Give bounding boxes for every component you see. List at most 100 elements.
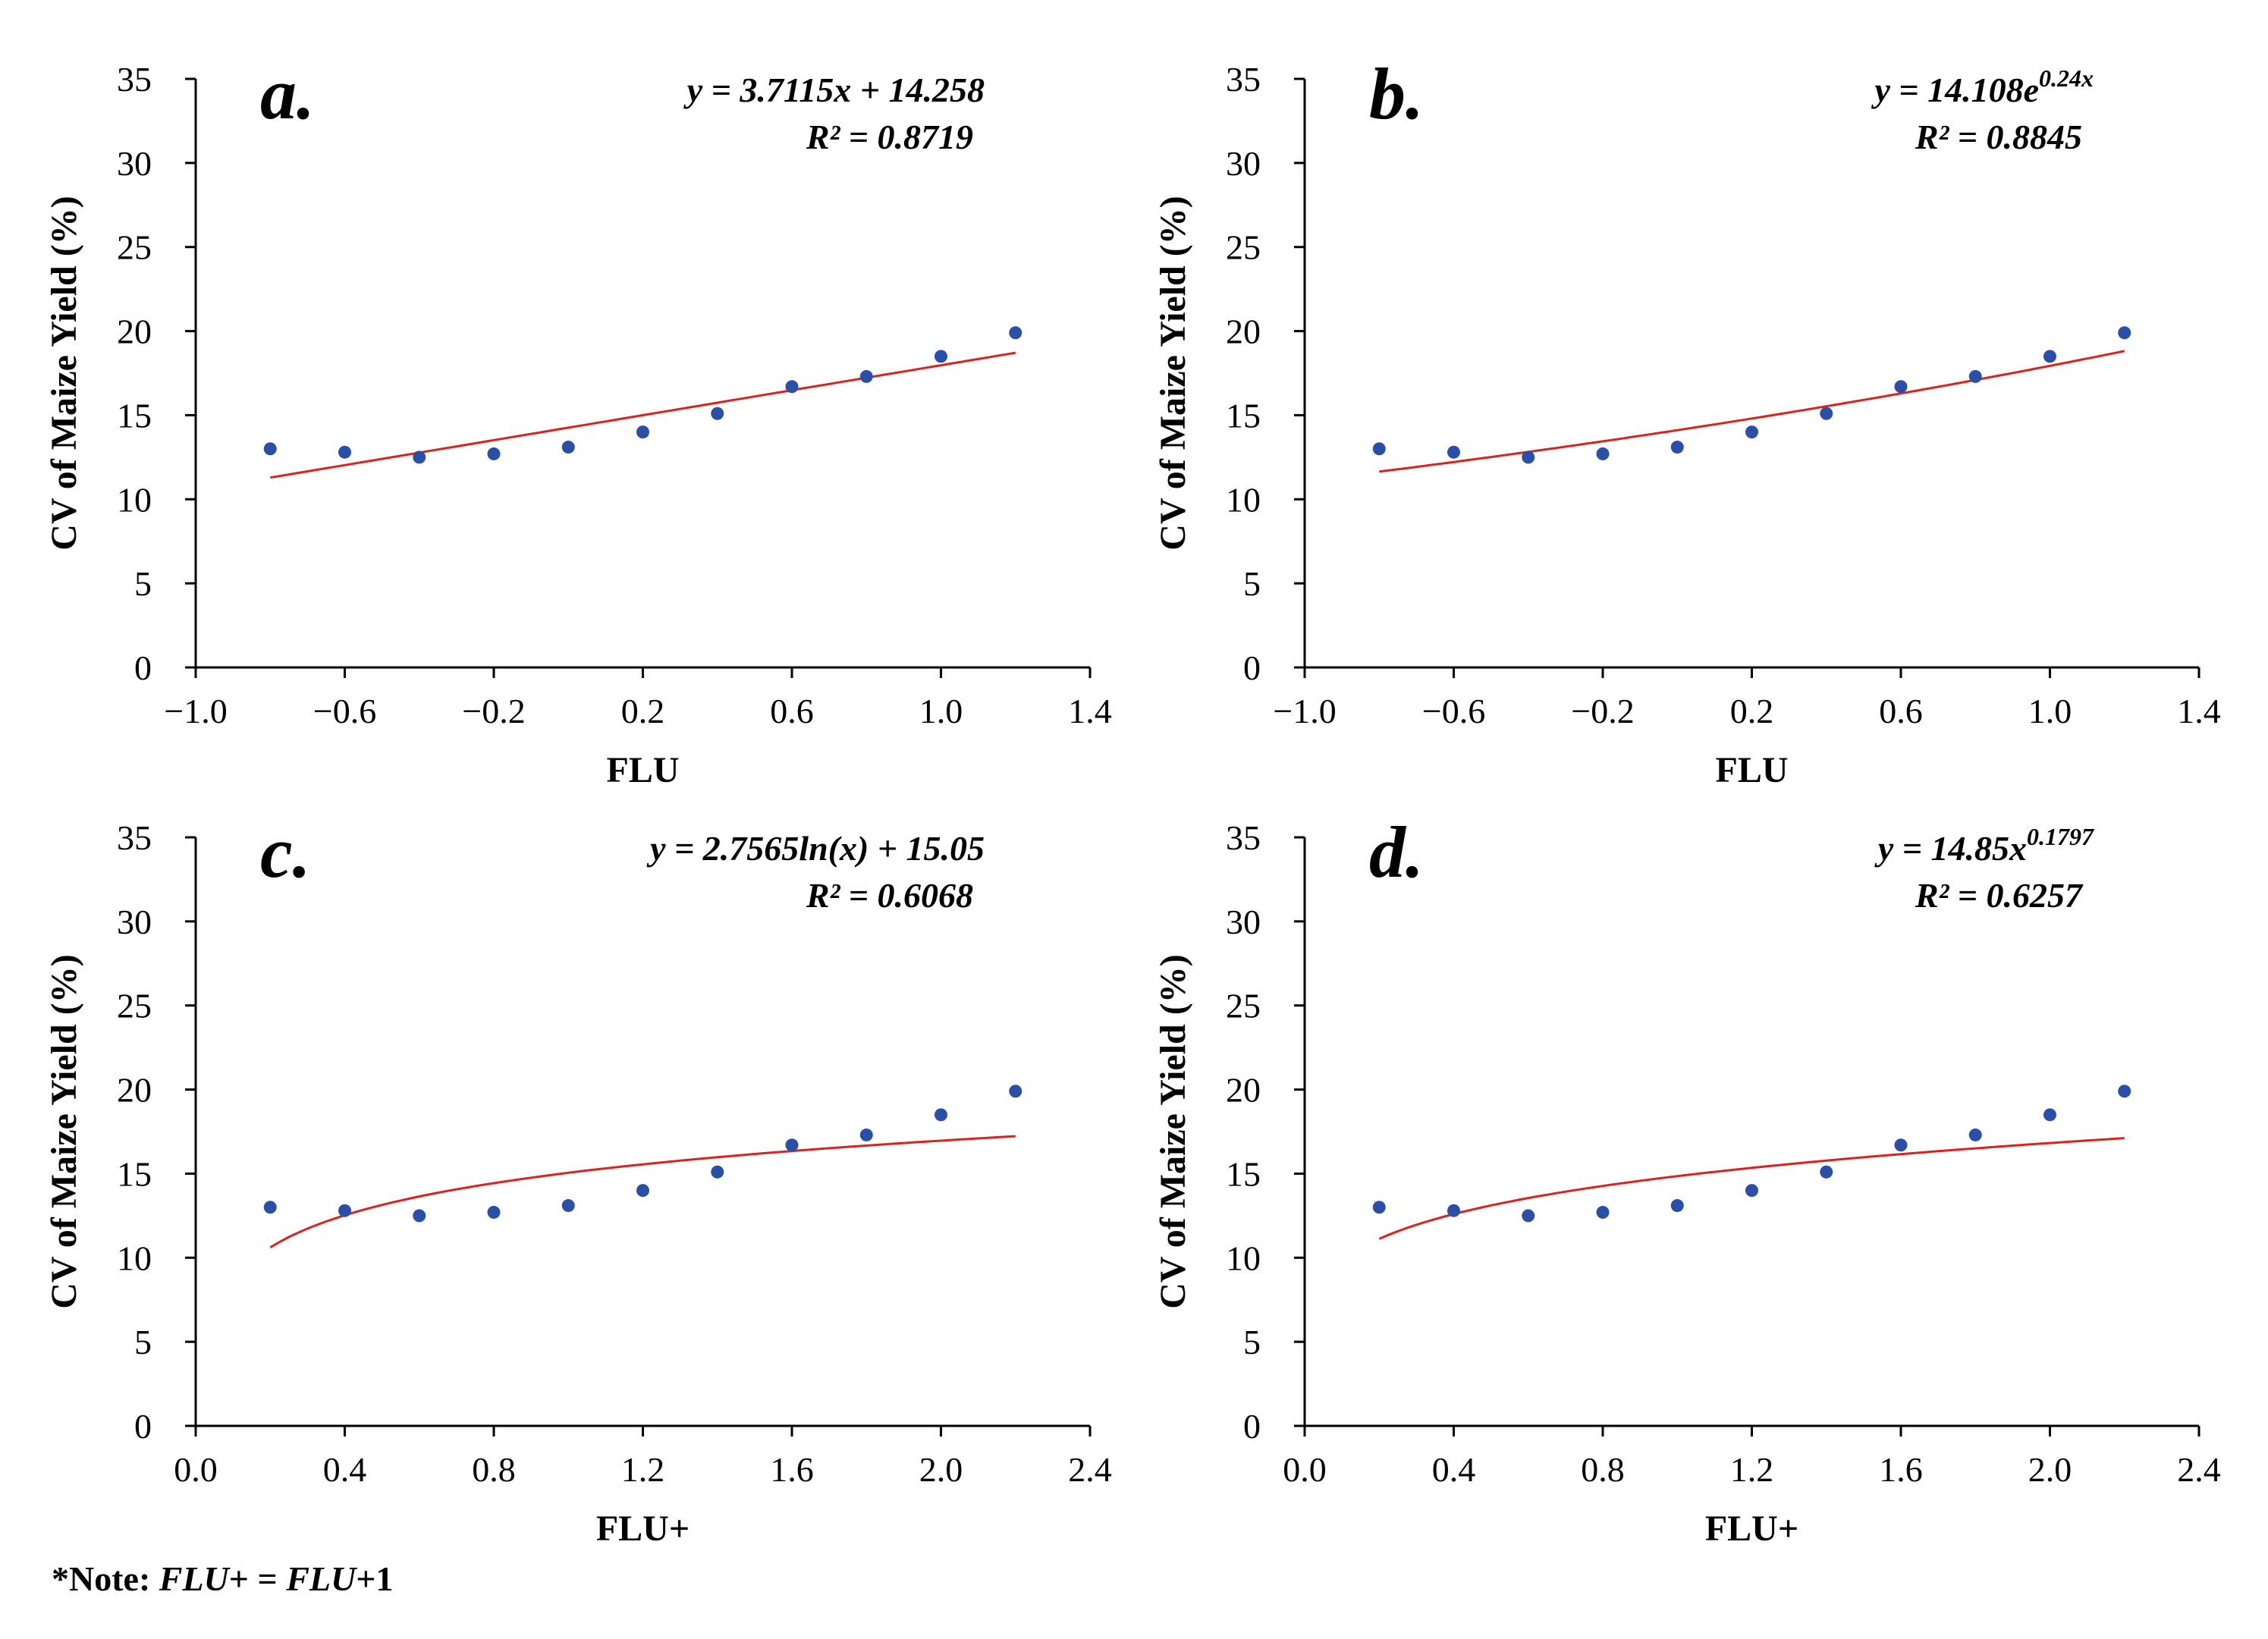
data-point — [1820, 407, 1833, 420]
data-point — [1894, 1138, 1908, 1152]
data-point — [1009, 1085, 1022, 1098]
fit-equation-text: y = 14.108e — [1871, 71, 2039, 109]
note-term-2: FLU — [286, 1559, 357, 1598]
data-point — [935, 350, 947, 363]
x-tick-label: 0.6 — [770, 692, 814, 730]
note-suffix: +1 — [356, 1559, 394, 1598]
fit-equation-text: y = 3.7115x + 14.258 — [683, 71, 985, 109]
data-point — [1372, 442, 1386, 456]
panel-letter: c. — [260, 812, 311, 893]
figure-note: *Note: FLU+ = FLU+1 — [52, 1559, 393, 1599]
data-point — [338, 1204, 351, 1217]
chart-panel-4: 0 5 10 15 20 25 30 35 0.0 0.4 0.8 1.2 1.6 2.0 2.4 FLU+ C… — [1153, 812, 2221, 1549]
fit-r-squared: R² = 0.6068 — [806, 876, 973, 915]
y-tick-label: 25 — [1226, 228, 1261, 267]
x-tick-label: 2.0 — [2028, 1450, 2072, 1489]
x-axis-title: FLU — [1716, 750, 1789, 790]
data-point — [2043, 350, 2056, 363]
y-tick-label: 10 — [117, 480, 152, 519]
x-tick-label: 0.2 — [1730, 692, 1774, 730]
fit-equation-exponent: 0.24x — [2039, 64, 2094, 92]
x-tick-label: 0.0 — [1283, 1450, 1327, 1489]
x-tick-label: −0.6 — [313, 692, 376, 730]
x-tick-label: 1.4 — [2177, 692, 2221, 730]
y-tick-label: 30 — [1226, 903, 1261, 941]
y-tick-label: 15 — [1226, 1154, 1261, 1193]
fit-equation: y = 14.85x0.1797 — [1874, 823, 2095, 868]
data-point — [1596, 1205, 1610, 1219]
x-tick-label: 0.0 — [174, 1450, 218, 1489]
x-tick-label: 1.2 — [621, 1450, 665, 1489]
y-tick-label: 30 — [1226, 144, 1261, 183]
x-tick-label: 2.4 — [2177, 1450, 2221, 1489]
y-tick-label: 25 — [117, 987, 152, 1025]
x-tick-label: 2.0 — [919, 1450, 963, 1489]
panel-letter: b. — [1369, 53, 1424, 134]
data-point — [561, 441, 575, 454]
y-tick-label: 5 — [134, 564, 152, 603]
data-point — [859, 369, 873, 383]
data-point — [1968, 1128, 1982, 1141]
x-tick-label: 1.2 — [1730, 1450, 1774, 1489]
data-point — [1670, 441, 1684, 454]
x-tick-label: 0.2 — [621, 692, 665, 730]
data-point — [1009, 326, 1022, 340]
note-term-1: FLU — [159, 1559, 229, 1598]
data-point — [263, 442, 277, 456]
data-point — [636, 425, 649, 439]
note-prefix: *Note: — [52, 1559, 159, 1598]
data-point — [1894, 380, 1908, 394]
data-point — [413, 1209, 426, 1223]
y-tick-label: 35 — [1226, 818, 1261, 857]
y-tick-label: 25 — [117, 228, 152, 267]
x-axis-title: FLU+ — [596, 1509, 690, 1549]
fit-line — [1378, 1137, 2125, 1240]
x-axis-title: FLU+ — [1705, 1509, 1798, 1549]
y-axis-title: CV of Maize Yield (%) — [1153, 196, 1193, 550]
fit-equation: y = 3.7115x + 14.258 — [683, 71, 985, 109]
note-mid: + = — [228, 1559, 287, 1598]
data-point — [785, 1138, 799, 1152]
data-point — [1447, 1204, 1460, 1217]
panel-letter: a. — [260, 53, 315, 134]
fit-equation: y = 2.7565ln(x) + 15.05 — [646, 829, 985, 868]
y-tick-label: 15 — [117, 1154, 152, 1193]
x-tick-label: 1.6 — [1879, 1450, 1923, 1489]
x-tick-label: 1.4 — [1068, 692, 1112, 730]
y-tick-label: 35 — [1226, 60, 1261, 99]
x-tick-label: 0.4 — [1432, 1450, 1476, 1489]
data-point — [785, 380, 799, 394]
y-tick-label: 5 — [134, 1323, 152, 1361]
y-tick-label: 30 — [117, 144, 152, 183]
y-tick-label: 25 — [1226, 987, 1261, 1025]
y-tick-label: 20 — [117, 312, 152, 351]
data-point — [1522, 1209, 1535, 1223]
x-tick-label: −0.6 — [1422, 692, 1485, 730]
data-point — [263, 1201, 277, 1214]
data-point — [1745, 1184, 1758, 1198]
fit-equation-text: y = 2.7565ln(x) + 15.05 — [646, 829, 985, 868]
data-point — [2043, 1108, 2056, 1122]
x-tick-label: 1.0 — [919, 692, 963, 730]
y-tick-label: 5 — [1243, 1323, 1261, 1361]
x-axis-title: FLU — [607, 750, 680, 790]
y-tick-label: 35 — [117, 818, 152, 857]
y-tick-label: 20 — [1226, 1071, 1261, 1110]
fit-equation: y = 14.108e0.24x — [1871, 64, 2094, 109]
fit-line — [270, 351, 1016, 479]
x-tick-label: 1.6 — [770, 1450, 814, 1489]
fit-r-squared: R² = 0.8719 — [806, 118, 973, 156]
y-tick-label: 0 — [1243, 648, 1261, 687]
data-point — [711, 1165, 724, 1179]
data-point — [413, 451, 426, 464]
x-tick-label: 0.8 — [472, 1450, 516, 1489]
y-tick-label: 30 — [117, 903, 152, 941]
y-axis-title: CV of Maize Yield (%) — [1153, 954, 1193, 1308]
data-point — [487, 1205, 501, 1219]
fit-equation-text: y = 14.85x — [1874, 829, 2027, 868]
fit-equation-exponent: 0.1797 — [2027, 823, 2095, 850]
y-tick-label: 15 — [117, 396, 152, 435]
fit-line — [269, 1135, 1016, 1248]
data-point — [1820, 1165, 1833, 1179]
